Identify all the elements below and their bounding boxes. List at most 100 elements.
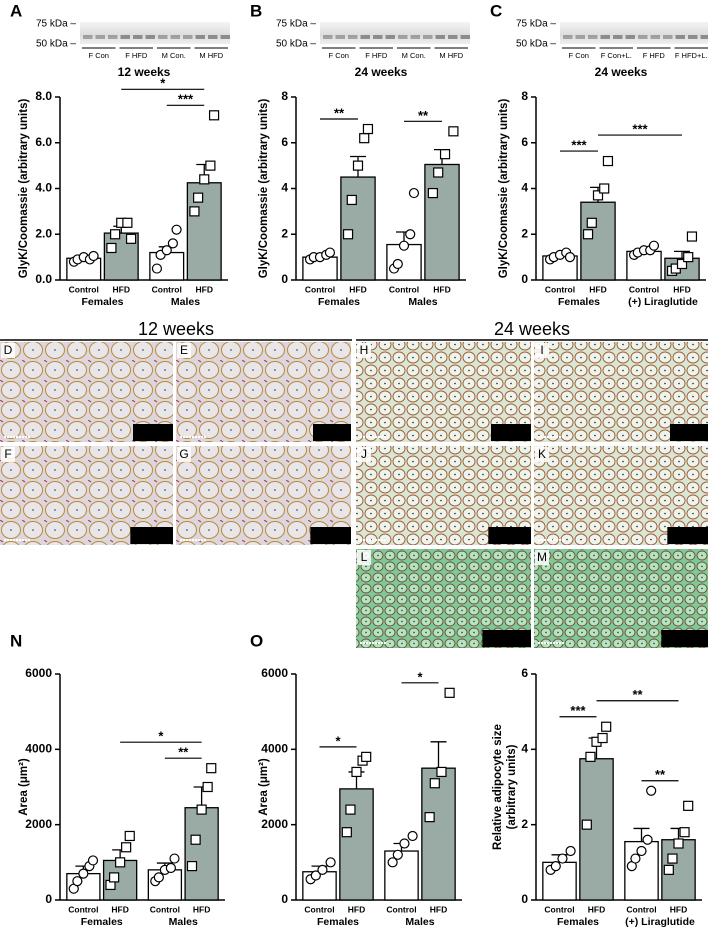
mw-marker: 50 kDa – xyxy=(36,39,76,50)
letter-box xyxy=(357,550,371,565)
label-box xyxy=(313,424,351,441)
panel-letter: N xyxy=(10,631,22,650)
data-point xyxy=(398,240,410,251)
bar xyxy=(580,201,616,281)
x-tick-label: HFD xyxy=(349,284,366,294)
chart-title: 24 weeks xyxy=(355,65,408,79)
data-point xyxy=(196,804,207,815)
x-tick-label: HFD xyxy=(111,904,128,914)
y-tick-label: 4000 xyxy=(261,742,288,756)
blot-band xyxy=(600,35,610,39)
lane-label: F Con+L. xyxy=(601,51,632,60)
data-point xyxy=(565,845,576,857)
lane-label: F Con xyxy=(89,51,109,60)
y-tick-label: 8 xyxy=(521,89,528,103)
image-label: MCON xyxy=(491,528,528,542)
data-point xyxy=(165,862,176,874)
y-axis-label: Area (μm²) xyxy=(258,758,270,816)
panel-letter: F xyxy=(4,447,11,461)
blot-band xyxy=(83,35,93,39)
data-point xyxy=(193,192,204,203)
panel-letter: H xyxy=(360,343,369,357)
significance-label: ** xyxy=(418,108,429,123)
bar xyxy=(184,807,219,901)
y-tick-label: 6 xyxy=(281,135,288,149)
data-point xyxy=(110,229,121,240)
lane-label: F HFD xyxy=(643,51,666,60)
image-label: MHFD xyxy=(313,528,348,542)
y-axis-label: Relative adipocyte size xyxy=(492,724,504,850)
data-point xyxy=(444,687,455,698)
data-point xyxy=(186,860,198,872)
y-tick-label: 6.0 xyxy=(35,135,52,149)
image-label: Lir.HFD xyxy=(664,631,705,645)
data-point xyxy=(341,827,352,838)
blot-strip xyxy=(560,22,708,44)
label-box xyxy=(130,527,173,544)
label-box xyxy=(491,424,531,441)
bar xyxy=(421,767,456,901)
data-point xyxy=(582,229,594,240)
blot-band xyxy=(575,35,585,39)
lane-label: F HFD+L. xyxy=(675,51,708,60)
bar xyxy=(339,788,374,901)
y-tick-label: 4 xyxy=(521,181,528,195)
data-point xyxy=(342,229,354,240)
image-label: FHFD xyxy=(673,425,705,439)
significance-label: * xyxy=(417,669,423,684)
chart-title: 12 weeks xyxy=(118,65,171,79)
data-point xyxy=(599,183,610,194)
x-tick-label: Control xyxy=(626,904,656,914)
letter-box xyxy=(1,447,15,462)
panel-letter: B xyxy=(250,1,262,20)
x-tick-label: HFD xyxy=(588,904,605,914)
data-point xyxy=(407,830,418,842)
data-point xyxy=(153,872,164,883)
data-point xyxy=(392,258,403,270)
lane-label: M Con. xyxy=(402,51,426,60)
data-point xyxy=(87,855,99,866)
blot-band xyxy=(638,35,648,39)
y-tick-label: 0.0 xyxy=(35,272,52,286)
panel-letter: L xyxy=(361,550,368,564)
data-point xyxy=(676,258,688,270)
bar xyxy=(186,182,222,281)
data-point xyxy=(597,732,608,744)
lane-label: F HFD xyxy=(125,51,148,60)
y-tick-label: 2 xyxy=(281,226,288,240)
blot-band xyxy=(625,35,635,39)
blot-band xyxy=(133,35,143,39)
data-point xyxy=(679,827,690,838)
error-bar xyxy=(674,250,690,259)
lane-label: F Con xyxy=(569,51,589,60)
group-label: Females xyxy=(317,916,359,928)
panel-letter: I xyxy=(540,343,543,357)
blot-strip xyxy=(80,22,230,44)
x-tick-label: Control xyxy=(152,284,182,294)
data-point xyxy=(405,229,416,240)
data-point xyxy=(325,857,336,868)
x-tick-label: Control xyxy=(304,904,334,914)
panel-letter: E xyxy=(180,343,188,357)
group-label: Females xyxy=(81,296,123,308)
significance-label: ** xyxy=(178,745,189,760)
data-point xyxy=(581,819,592,830)
data-point xyxy=(190,834,201,845)
data-point xyxy=(601,721,612,732)
x-tick-label: HFD xyxy=(433,284,450,294)
significance-label: ** xyxy=(334,105,345,120)
blot-band xyxy=(448,35,458,39)
mw-marker: 75 kDa – xyxy=(516,19,556,30)
blot-band xyxy=(360,35,370,39)
significance-label: *** xyxy=(632,121,648,136)
panel-letter: D xyxy=(4,343,13,357)
x-tick-label: Control xyxy=(305,284,335,294)
data-point xyxy=(557,853,568,864)
data-point xyxy=(352,160,364,171)
x-tick-label: HFD xyxy=(348,904,365,914)
x-tick-label: HFD xyxy=(589,284,606,294)
label-box xyxy=(310,527,351,544)
group-label: Females xyxy=(81,916,123,928)
y-axis-label: GlyK/Coomassie (arbitrary units) xyxy=(258,99,270,279)
